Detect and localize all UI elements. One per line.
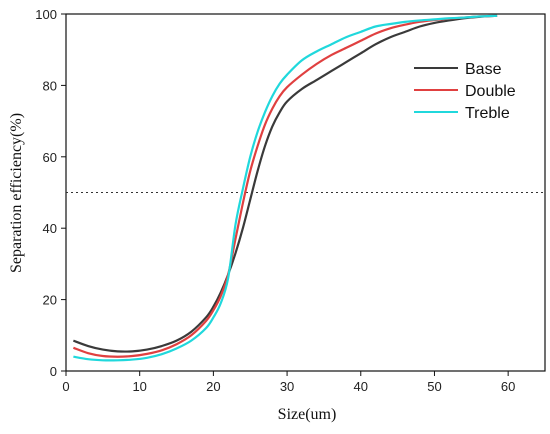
x-tick-label: 20 bbox=[206, 379, 220, 394]
y-tick-label: 20 bbox=[43, 293, 57, 308]
y-axis-title: Separation efficiency(%) bbox=[8, 113, 25, 273]
x-tick-label: 60 bbox=[501, 379, 515, 394]
y-tick-label: 100 bbox=[35, 7, 57, 22]
series-line-treble bbox=[73, 14, 498, 362]
series-layer bbox=[72, 14, 498, 362]
x-tick-label: 50 bbox=[427, 379, 441, 394]
y-tick-label: 0 bbox=[50, 364, 57, 379]
y-axis-ticks: 0 20 40 60 80 100 bbox=[35, 7, 66, 379]
y-tick-label: 40 bbox=[43, 221, 57, 236]
x-tick-label: 40 bbox=[354, 379, 368, 394]
legend: Base Double Treble bbox=[414, 61, 516, 122]
series-line-base bbox=[72, 14, 498, 353]
x-tick-label: 0 bbox=[62, 379, 69, 394]
series-line-double bbox=[72, 14, 498, 358]
legend-label-base: Base bbox=[465, 61, 502, 78]
y-tick-label: 60 bbox=[43, 150, 57, 165]
x-axis-title: Size(um) bbox=[278, 406, 337, 423]
legend-label-double: Double bbox=[465, 83, 516, 100]
x-tick-label: 30 bbox=[280, 379, 294, 394]
legend-label-treble: Treble bbox=[465, 105, 510, 122]
x-tick-label: 10 bbox=[132, 379, 146, 394]
plot-area: 0 10 20 30 40 50 60 0 20 40 60 80 100 bbox=[35, 7, 546, 394]
x-axis-ticks: 0 10 20 30 40 50 60 bbox=[62, 371, 515, 394]
y-tick-label: 80 bbox=[43, 78, 57, 93]
